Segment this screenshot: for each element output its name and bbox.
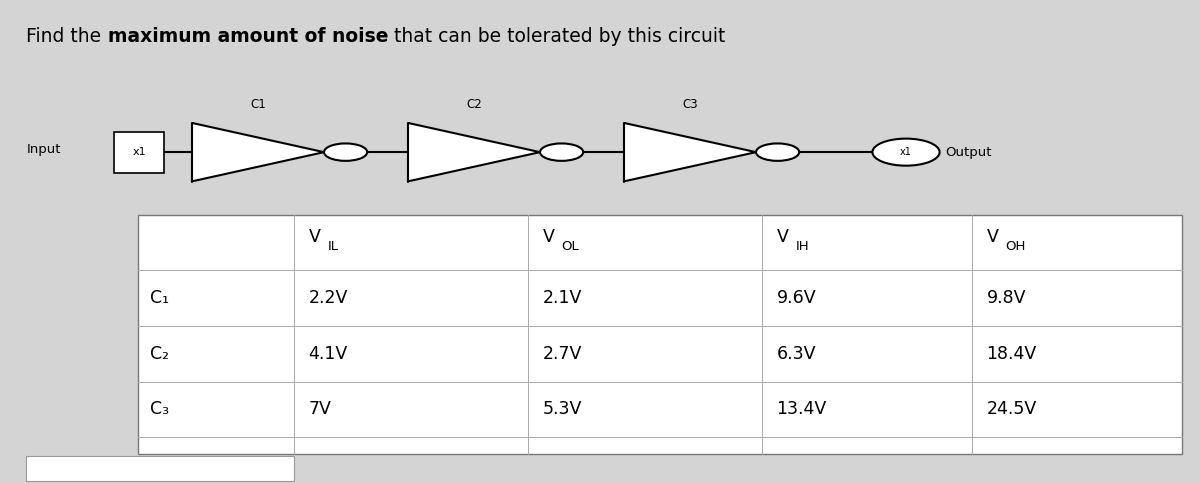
Polygon shape: [192, 123, 324, 181]
Text: 5.3V: 5.3V: [542, 400, 582, 418]
Circle shape: [756, 143, 799, 161]
Circle shape: [872, 139, 940, 166]
Text: IL: IL: [328, 240, 338, 253]
Text: 18.4V: 18.4V: [986, 345, 1037, 363]
Text: OH: OH: [1006, 240, 1026, 253]
Text: OL: OL: [562, 240, 580, 253]
Polygon shape: [624, 123, 756, 181]
Text: 7V: 7V: [308, 400, 331, 418]
Text: x1: x1: [132, 147, 146, 157]
Text: V: V: [986, 228, 998, 246]
Text: 24.5V: 24.5V: [986, 400, 1037, 418]
Text: 2.1V: 2.1V: [542, 289, 582, 307]
Text: 2.7V: 2.7V: [542, 345, 582, 363]
Text: 13.4V: 13.4V: [776, 400, 827, 418]
Text: that can be tolerated by this circuit: that can be tolerated by this circuit: [388, 27, 726, 45]
Text: C1: C1: [250, 98, 266, 111]
Text: 2.2V: 2.2V: [308, 289, 348, 307]
Text: V: V: [308, 228, 320, 246]
Text: Input: Input: [26, 143, 61, 156]
Text: C2: C2: [466, 98, 482, 111]
Text: C3: C3: [682, 98, 698, 111]
Polygon shape: [408, 123, 540, 181]
Text: C₂: C₂: [150, 345, 169, 363]
Text: C₃: C₃: [150, 400, 169, 418]
Text: C₁: C₁: [150, 289, 169, 307]
Text: V: V: [776, 228, 788, 246]
Text: maximum amount of noise: maximum amount of noise: [108, 27, 388, 45]
Text: 9.6V: 9.6V: [776, 289, 816, 307]
Text: 9.8V: 9.8V: [986, 289, 1026, 307]
Text: Find the: Find the: [26, 27, 108, 45]
Text: Output: Output: [946, 146, 992, 158]
Bar: [26, 456, 294, 481]
Text: IH: IH: [796, 240, 809, 253]
Text: x1: x1: [900, 147, 912, 157]
Bar: [138, 215, 1182, 454]
FancyBboxPatch shape: [114, 131, 164, 172]
Circle shape: [540, 143, 583, 161]
Text: 6.3V: 6.3V: [776, 345, 816, 363]
Text: V: V: [542, 228, 554, 246]
Text: 4.1V: 4.1V: [308, 345, 348, 363]
Circle shape: [324, 143, 367, 161]
